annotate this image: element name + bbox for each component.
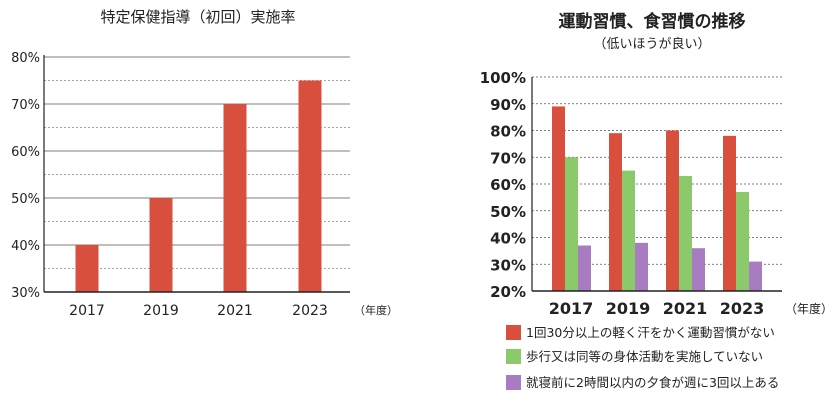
chart-right-subtitle: （低いほうが良い） [593, 36, 710, 52]
chart-right-legend: 1回30分以上の軽く汗をかく運動習慣がない歩行又は同等の身体活動を実施していない… [506, 325, 779, 390]
y-tick-label: 60% [11, 145, 40, 160]
x-tick-label: 2019 [143, 303, 179, 319]
bar [749, 261, 762, 291]
bar [736, 192, 749, 291]
chart-right-title: 運動習慣、食習慣の推移 [559, 11, 746, 32]
y-tick-label: 20% [490, 283, 526, 301]
y-tick-label: 90% [490, 96, 526, 114]
bar [223, 104, 247, 292]
bar [552, 106, 565, 291]
y-tick-label: 40% [11, 239, 40, 254]
chart-right-x-axis: 2017 2019 2021 2023 [549, 299, 765, 318]
legend-label: 1回30分以上の軽く汗をかく運動習慣がない [526, 325, 775, 340]
bar [149, 198, 173, 292]
bar [723, 135, 736, 291]
bar [578, 245, 591, 291]
chart-right-y-axis: 20% 30% 40% 50% 60% 70% 80% 90% 100% [480, 69, 526, 301]
legend-label: 歩行又は同等の身体活動を実施していない [526, 349, 763, 364]
bar [75, 245, 99, 292]
bar [692, 248, 705, 291]
x-tick-label: 2017 [549, 299, 594, 318]
y-tick-label: 80% [490, 123, 526, 141]
bar [679, 175, 692, 291]
y-tick-label: 50% [490, 203, 526, 221]
x-tick-label: 2021 [663, 299, 708, 318]
bar [635, 242, 648, 291]
chart-left-bars [75, 80, 322, 292]
chart-right: 運動習慣、食習慣の推移 （低いほうが良い） 20% 30% 40% 50% 60% 70%… [480, 11, 833, 390]
y-tick-label: 80% [11, 51, 40, 66]
x-tick-label: 2021 [217, 303, 253, 319]
bar [609, 133, 622, 291]
bar [565, 157, 578, 291]
chart-right-bars [552, 106, 762, 291]
y-tick-label: 100% [480, 69, 526, 87]
y-tick-label: 70% [490, 149, 526, 167]
chart-left-x-axis: 2017 2019 2021 2023 [69, 303, 328, 319]
x-tick-label: 2017 [69, 303, 105, 319]
legend-label: 就寝前に2時間以内の夕食が週に3回以上ある [526, 375, 779, 390]
chart-left-title: 特定保健指導（初回）実施率 [100, 8, 295, 26]
y-tick-label: 40% [490, 230, 526, 248]
chart-left-x-unit: （年度） [354, 303, 398, 317]
y-tick-label: 70% [11, 98, 40, 113]
legend-swatch [506, 375, 521, 390]
chart-right-x-unit: （年度） [785, 301, 833, 316]
y-tick-label: 60% [490, 176, 526, 194]
y-tick-label: 30% [490, 256, 526, 274]
chart-left: 特定保健指導（初回）実施率 30%40%50%60%70%80% 2017 201… [11, 8, 398, 319]
x-tick-label: 2023 [292, 303, 328, 319]
legend-swatch [506, 325, 521, 340]
x-tick-label: 2023 [720, 299, 765, 318]
legend-swatch [506, 349, 521, 364]
bar [622, 170, 635, 291]
y-tick-label: 50% [11, 192, 40, 207]
x-tick-label: 2019 [606, 299, 651, 318]
chart-left-y-axis: 30% 40% 50% 60% 70% 80% [11, 51, 40, 301]
bar [298, 80, 322, 292]
y-tick-label: 30% [11, 286, 40, 301]
bar [666, 130, 679, 291]
